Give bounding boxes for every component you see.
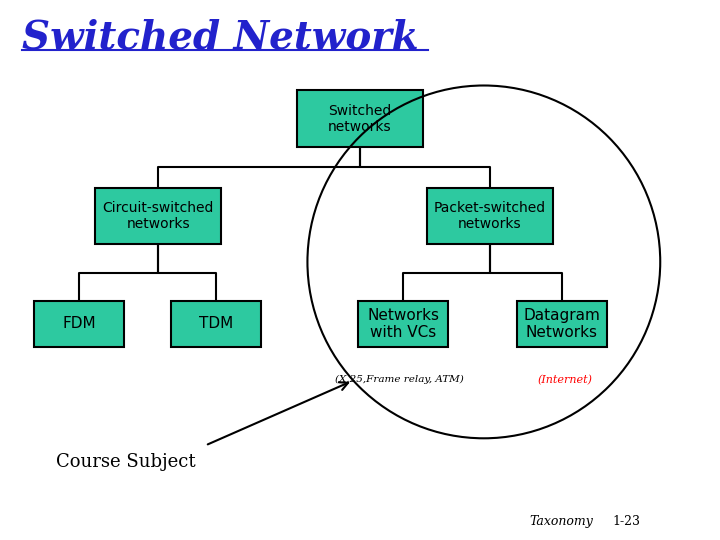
Text: FDM: FDM: [63, 316, 96, 332]
Text: Networks
with VCs: Networks with VCs: [367, 308, 439, 340]
Text: 1-23: 1-23: [612, 515, 640, 528]
Text: Switched
networks: Switched networks: [328, 104, 392, 134]
Text: TDM: TDM: [199, 316, 233, 332]
Text: (Internet): (Internet): [538, 375, 593, 386]
FancyBboxPatch shape: [35, 301, 124, 347]
FancyBboxPatch shape: [426, 188, 553, 244]
FancyBboxPatch shape: [359, 301, 448, 347]
Text: Datagram
Networks: Datagram Networks: [523, 308, 600, 340]
Text: Switched Network: Switched Network: [22, 19, 418, 57]
Text: Course Subject: Course Subject: [56, 453, 196, 471]
FancyBboxPatch shape: [171, 301, 261, 347]
Text: Packet-switched
networks: Packet-switched networks: [433, 201, 546, 231]
FancyBboxPatch shape: [95, 188, 222, 244]
FancyBboxPatch shape: [517, 301, 606, 347]
Text: Circuit-switched
networks: Circuit-switched networks: [103, 201, 214, 231]
Text: (X.25,Frame relay, ATM): (X.25,Frame relay, ATM): [336, 375, 464, 384]
FancyBboxPatch shape: [297, 90, 423, 147]
Text: Taxonomy: Taxonomy: [529, 515, 593, 528]
